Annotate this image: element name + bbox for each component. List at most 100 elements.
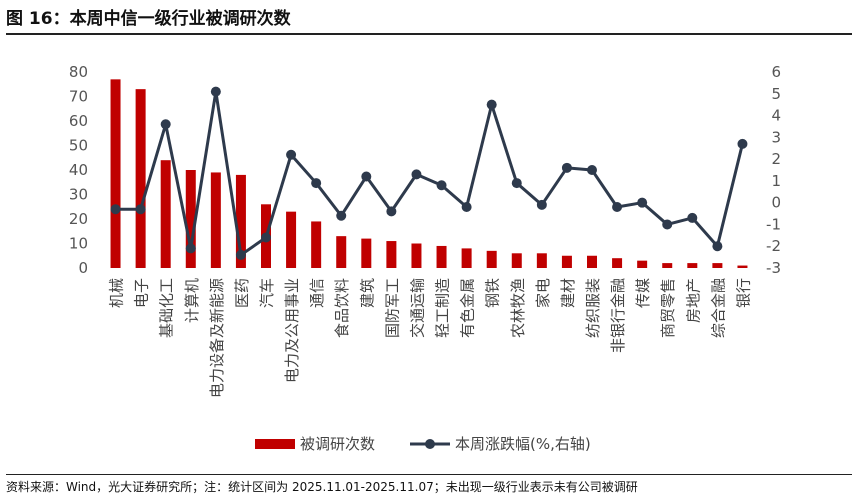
bar-9 [311, 221, 322, 268]
footer-divider [6, 474, 852, 475]
source-note: 资料来源：Wind，光大证券研究所；注：统计区间为 2025.11.01-202… [6, 480, 638, 494]
category-label-5: 电力设备及新能源 [208, 278, 226, 398]
bars-layer [110, 79, 748, 269]
line-point-8 [286, 149, 297, 160]
left-tick-label: 40 [69, 161, 88, 179]
category-label-20: 纺织服装 [584, 278, 602, 338]
chart: 0 10 20 30 40 50 60 70 80 -3 -2 -1 0 1 2 3 4 5 6 机械 电子 基础化工… [69, 63, 781, 453]
right-tick-label: 2 [771, 150, 781, 168]
category-label-17: 农林牧渔 [509, 278, 527, 338]
right-tick-label: 3 [771, 128, 781, 146]
bar-5 [210, 172, 221, 268]
category-label-19: 建材 [559, 278, 577, 308]
category-label-15: 有色金属 [459, 278, 477, 338]
right-tick-label: 4 [771, 107, 781, 125]
line-point-23 [662, 219, 673, 230]
category-label-4: 计算机 [183, 278, 201, 323]
bar-20 [587, 255, 597, 268]
page-title: 图 16：本周中信一级行业被调研次数 [6, 9, 291, 29]
legend-line-marker [425, 439, 435, 449]
category-label-25: 综合金融 [709, 278, 727, 338]
legend-bar-label: 被调研次数 [300, 435, 375, 453]
line-point-10 [336, 210, 347, 221]
line-point-5 [210, 86, 221, 97]
line-point-26 [737, 138, 748, 149]
bar-13 [411, 243, 422, 268]
left-tick-label: 0 [78, 259, 88, 277]
bar-23 [662, 263, 673, 268]
line-point-2 [135, 204, 146, 215]
left-tick-label: 10 [69, 235, 88, 253]
bar-14 [436, 245, 447, 268]
category-label-21: 非银行金融 [609, 278, 627, 353]
line-point-11 [361, 171, 372, 182]
bar-1 [110, 79, 121, 268]
bar-21 [612, 258, 623, 268]
left-tick-label: 70 [69, 88, 88, 106]
category-label-13: 交通运输 [408, 278, 426, 338]
right-tick-label: -2 [766, 237, 781, 255]
legend: 被调研次数 本周涨跌幅(%,右轴) [255, 435, 591, 453]
bar-19 [561, 255, 572, 268]
category-label-6: 医药 [233, 278, 251, 308]
left-axis: 0 10 20 30 40 50 60 70 80 [69, 63, 88, 277]
category-label-22: 传媒 [634, 278, 652, 308]
bar-16 [486, 250, 497, 268]
left-tick-label: 30 [69, 186, 88, 204]
line-point-13 [411, 169, 422, 180]
category-label-14: 轻工制造 [434, 278, 452, 338]
legend-bar-swatch [255, 439, 295, 449]
line-point-1 [110, 204, 121, 215]
category-labels: 机械 电子 基础化工 计算机 电力设备及新能源 医药 汽车 电力及公用事业 通信 食品饮料 建筑 国防… [108, 278, 753, 398]
line-point-17 [511, 178, 522, 189]
right-axis: -3 -2 -1 0 1 2 3 4 5 6 [766, 63, 781, 277]
left-tick-label: 80 [69, 63, 88, 81]
bar-4 [185, 170, 196, 268]
bar-24 [687, 263, 698, 268]
line-layer [110, 86, 748, 260]
right-tick-label: -3 [766, 259, 781, 277]
left-tick-label: 60 [69, 112, 88, 130]
line-point-18 [536, 199, 547, 210]
right-tick-label: 1 [771, 172, 781, 190]
category-label-9: 通信 [308, 278, 326, 308]
bar-11 [361, 238, 372, 268]
title-divider [6, 33, 852, 35]
line-point-4 [185, 243, 196, 254]
bar-26 [737, 265, 748, 268]
line-point-16 [486, 99, 497, 110]
line-point-25 [712, 241, 723, 252]
line-point-19 [561, 162, 572, 173]
line-point-15 [461, 202, 472, 213]
right-tick-label: 5 [771, 85, 781, 103]
line-point-21 [612, 202, 623, 213]
left-tick-label: 20 [69, 210, 88, 228]
bar-17 [511, 253, 522, 268]
legend-line-label: 本周涨跌幅(%,右轴) [455, 435, 591, 453]
right-tick-label: 0 [771, 194, 781, 212]
left-tick-label: 50 [69, 137, 88, 155]
line-point-22 [637, 197, 648, 208]
line-point-7 [261, 232, 271, 243]
category-label-8: 电力及公用事业 [283, 278, 301, 383]
category-label-23: 商贸零售 [659, 278, 677, 338]
category-label-10: 食品饮料 [333, 278, 351, 338]
line-point-14 [436, 180, 447, 191]
line-point-3 [160, 119, 171, 130]
bar-12 [386, 241, 397, 268]
category-label-18: 家电 [534, 278, 552, 308]
line-point-20 [587, 165, 597, 175]
category-label-16: 钢铁 [484, 278, 502, 308]
category-label-7: 汽车 [258, 278, 276, 308]
category-label-12: 国防军工 [383, 278, 401, 338]
bar-2 [135, 89, 146, 269]
category-label-26: 银行 [734, 278, 752, 308]
bar-22 [637, 260, 648, 268]
category-label-11: 建筑 [358, 278, 376, 308]
category-label-3: 基础化工 [158, 278, 176, 338]
bar-18 [536, 253, 547, 268]
line-point-6 [235, 249, 246, 260]
category-label-2: 电子 [133, 278, 151, 308]
bar-15 [461, 248, 472, 268]
line-point-9 [311, 178, 322, 189]
